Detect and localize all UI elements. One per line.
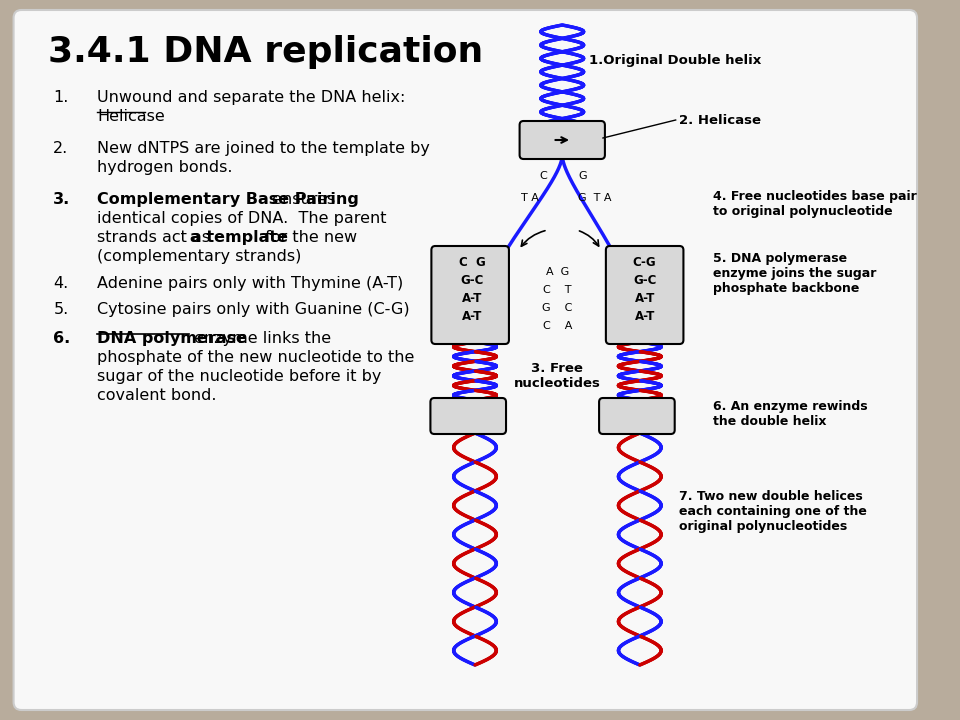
- Text: 2. Helicase: 2. Helicase: [679, 114, 760, 127]
- Text: A-T: A-T: [635, 292, 655, 305]
- Text: G    C: G C: [542, 303, 572, 313]
- Text: a template: a template: [190, 230, 288, 245]
- Text: Adenine pairs only with Thymine (A-T): Adenine pairs only with Thymine (A-T): [97, 276, 403, 291]
- Text: 2.: 2.: [54, 141, 68, 156]
- Text: 6.: 6.: [54, 331, 71, 346]
- Text: for the new: for the new: [260, 230, 357, 245]
- Text: 5. DNA polymerase
enzyme joins the sugar
phosphate backbone: 5. DNA polymerase enzyme joins the sugar…: [712, 252, 876, 295]
- Text: C-G: C-G: [633, 256, 657, 269]
- Text: hydrogen bonds.: hydrogen bonds.: [97, 160, 232, 175]
- Text: 5.: 5.: [54, 302, 68, 317]
- Text: ensures: ensures: [267, 192, 335, 207]
- Text: enzyme links the: enzyme links the: [189, 331, 331, 346]
- Text: C    T: C T: [543, 285, 571, 295]
- Text: 3. Free
nucleotides: 3. Free nucleotides: [514, 362, 601, 390]
- Text: G: G: [578, 171, 587, 181]
- Text: 1.: 1.: [54, 90, 69, 105]
- Text: G-C: G-C: [633, 274, 657, 287]
- Text: Helicase: Helicase: [97, 109, 165, 124]
- Text: G  T A: G T A: [578, 193, 612, 203]
- Text: 4.: 4.: [54, 276, 68, 291]
- Text: Cytosine pairs only with Guanine (C-G): Cytosine pairs only with Guanine (C-G): [97, 302, 410, 317]
- FancyBboxPatch shape: [430, 398, 506, 434]
- Text: 3.4.1 DNA replication: 3.4.1 DNA replication: [48, 35, 484, 69]
- Text: Unwound and separate the DNA helix:: Unwound and separate the DNA helix:: [97, 90, 405, 105]
- Text: A  G: A G: [546, 267, 569, 277]
- Text: A-T: A-T: [635, 310, 655, 323]
- Text: C  G: C G: [459, 256, 486, 269]
- Text: Complementary Base Pairing: Complementary Base Pairing: [97, 192, 359, 207]
- Text: G-C: G-C: [461, 274, 484, 287]
- FancyBboxPatch shape: [519, 121, 605, 159]
- Text: C    A: C A: [542, 321, 572, 331]
- Text: 3.: 3.: [54, 192, 71, 207]
- Text: C: C: [540, 171, 547, 181]
- Text: 4. Free nucleotides base pair
to original polynucleotide: 4. Free nucleotides base pair to origina…: [712, 190, 916, 218]
- Text: (complementary strands): (complementary strands): [97, 249, 301, 264]
- Text: New dNTPS are joined to the template by: New dNTPS are joined to the template by: [97, 141, 430, 156]
- Text: DNA polymerase: DNA polymerase: [97, 331, 247, 346]
- Text: covalent bond.: covalent bond.: [97, 388, 216, 403]
- FancyBboxPatch shape: [599, 398, 675, 434]
- Text: A-T: A-T: [462, 292, 482, 305]
- Text: strands act as: strands act as: [97, 230, 215, 245]
- Text: sugar of the nucleotide before it by: sugar of the nucleotide before it by: [97, 369, 381, 384]
- FancyBboxPatch shape: [606, 246, 684, 344]
- FancyBboxPatch shape: [431, 246, 509, 344]
- Text: 6. An enzyme rewinds
the double helix: 6. An enzyme rewinds the double helix: [712, 400, 867, 428]
- Text: T A: T A: [520, 193, 539, 203]
- Text: 1.Original Double helix: 1.Original Double helix: [589, 53, 761, 66]
- Text: phosphate of the new nucleotide to the: phosphate of the new nucleotide to the: [97, 350, 415, 365]
- Text: identical copies of DNA.  The parent: identical copies of DNA. The parent: [97, 211, 387, 226]
- Text: 7. Two new double helices
each containing one of the
original polynucleotides: 7. Two new double helices each containin…: [679, 490, 867, 533]
- FancyBboxPatch shape: [13, 10, 917, 710]
- Text: A-T: A-T: [462, 310, 482, 323]
